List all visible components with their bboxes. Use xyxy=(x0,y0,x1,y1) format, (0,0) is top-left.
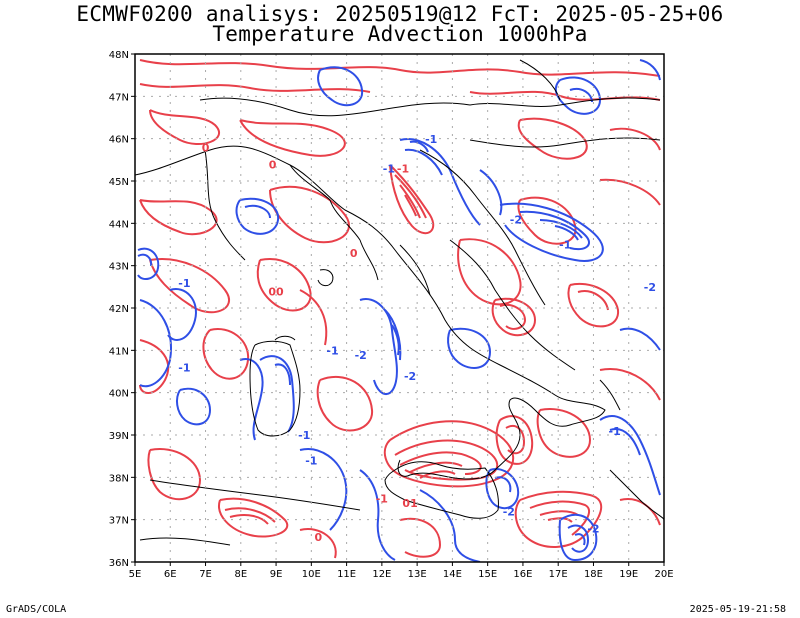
map-subtitle: Temperature Advection 1000hPa xyxy=(212,22,588,46)
lon-tick-label: 5E xyxy=(129,569,142,580)
contour-field xyxy=(135,54,664,562)
lon-tick-label: 11E xyxy=(337,569,356,580)
lon-tick-label: 18E xyxy=(584,569,603,580)
lon-tick-label: 12E xyxy=(372,569,391,580)
lon-tick-label: 10E xyxy=(302,569,321,580)
lat-tick-label: 42N xyxy=(109,304,129,315)
lon-tick-label: 17E xyxy=(549,569,568,580)
render-timestamp: 2025-05-19-21:58 xyxy=(689,604,786,615)
contour-label: -1 xyxy=(178,277,190,290)
lat-tick-label: 37N xyxy=(109,516,129,527)
lat-tick-label: 44N xyxy=(109,219,129,230)
contour-label: 00 xyxy=(268,285,284,298)
lat-tick-label: 47N xyxy=(109,92,129,103)
lon-tick-label: 15E xyxy=(478,569,497,580)
contour-label: -1 xyxy=(298,429,310,442)
lat-tick-label: 41N xyxy=(109,346,129,357)
coastlines xyxy=(135,59,664,546)
lat-tick-label: 45N xyxy=(109,177,129,188)
lat-tick-label: 40N xyxy=(109,389,129,400)
contour-label: -1 xyxy=(559,239,571,252)
contour-label: -1 xyxy=(609,425,621,438)
lon-tick-label: 13E xyxy=(408,569,427,580)
contour-label: 0 xyxy=(350,247,358,260)
lon-tick-label: 8E xyxy=(234,569,247,580)
contour-label: 0 xyxy=(269,158,277,171)
lon-tick-label: 9E xyxy=(270,569,283,580)
software-credit: GrADS/COLA xyxy=(6,604,67,615)
contour-label: -2 xyxy=(355,349,367,362)
longitude-axis: 5E 6E 7E 8E 9E 10E 11E 12E 13E 14E 15E 16E 17E 18E 19E… xyxy=(129,562,674,580)
contour-label: 0 xyxy=(315,531,323,544)
contour-label: 01 xyxy=(402,497,417,510)
contour-label: -1 xyxy=(383,163,395,176)
lat-tick-label: 39N xyxy=(109,431,129,442)
lat-tick-label: 46N xyxy=(109,135,129,146)
contour-label: -2 xyxy=(510,213,522,226)
contour-labels: -1-1-2-1-1 -2-1 -2-1-2-1-1-2-2-100 -1000-1 0… xyxy=(178,133,656,544)
contour-label: -1 xyxy=(425,133,437,146)
latitude-axis: 36N 37N 38N 39N 40N 41N 42N 43N 44N 45N 46N 47N 48N xyxy=(109,50,135,569)
lon-tick-label: 14E xyxy=(443,569,462,580)
positive-contours xyxy=(139,59,661,559)
lon-tick-label: 20E xyxy=(654,569,673,580)
lat-tick-label: 38N xyxy=(109,473,129,484)
contour-label: 0 xyxy=(202,141,210,154)
contour-label: -1 xyxy=(305,455,317,468)
lon-tick-label: 16E xyxy=(513,569,532,580)
lat-tick-label: 43N xyxy=(109,262,129,273)
contour-label: -2 xyxy=(503,505,515,518)
contour-label: -2 xyxy=(404,370,416,383)
contour-label: -2 xyxy=(587,522,599,535)
contour-label: -2 xyxy=(644,281,656,294)
contour-label: -1 xyxy=(326,345,338,358)
lon-tick-label: 7E xyxy=(199,569,212,580)
lat-tick-label: 36N xyxy=(109,558,129,569)
graticule xyxy=(135,54,664,562)
contour-label: -1 xyxy=(178,362,190,375)
contour-label: -1 xyxy=(397,163,409,176)
map-title: ECMWF0200 analisys: 20250519@12 FcT: 202… xyxy=(76,2,724,26)
lon-tick-label: 19E xyxy=(619,569,638,580)
lat-tick-label: 48N xyxy=(109,50,129,61)
contour-label: -1 xyxy=(376,493,388,506)
negative-contours xyxy=(137,59,661,562)
lon-tick-label: 6E xyxy=(164,569,177,580)
